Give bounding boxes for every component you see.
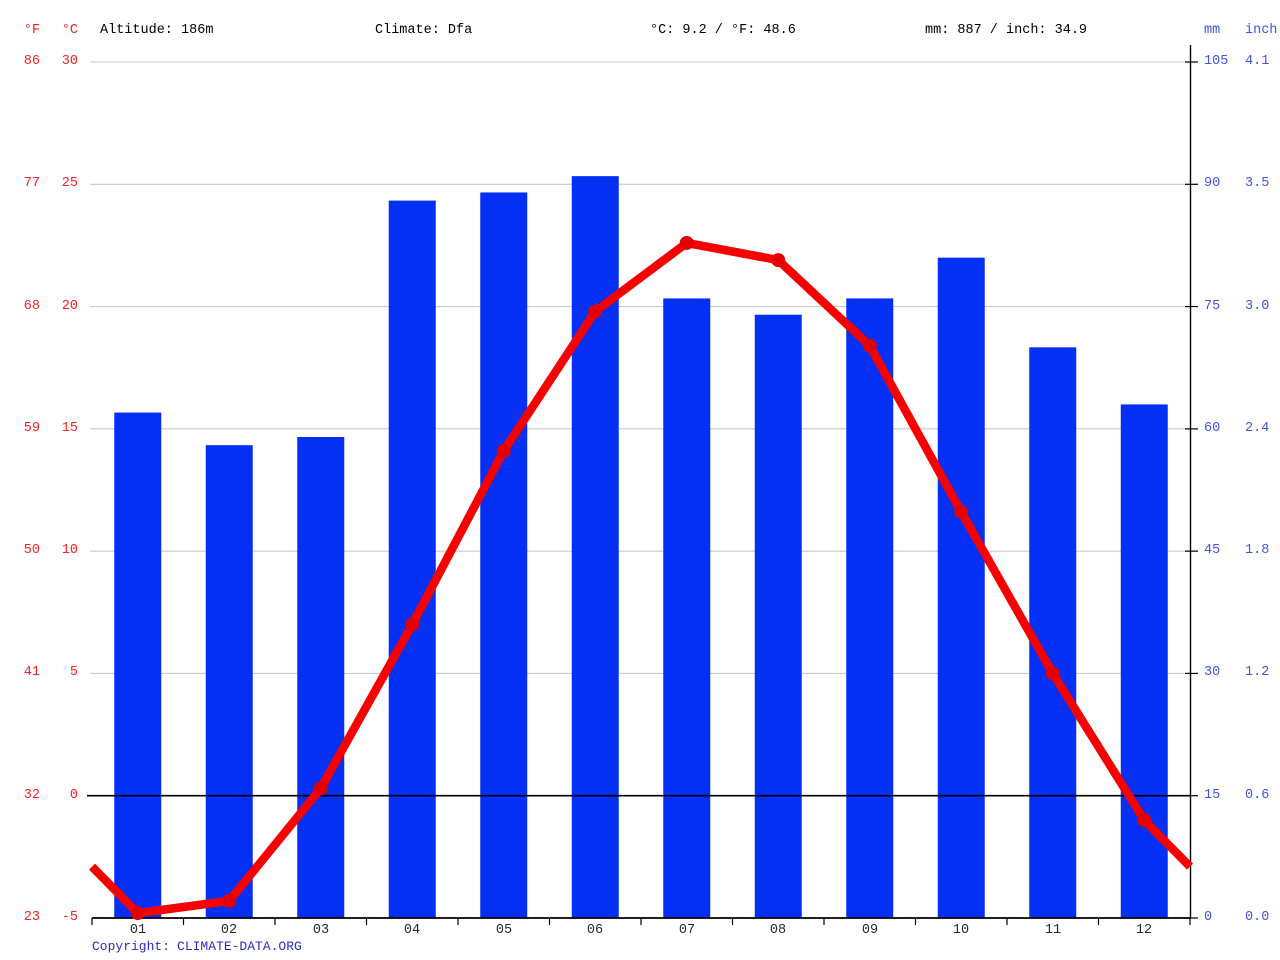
temperature-line (88, 238, 1194, 918)
month-label: 03 (312, 923, 330, 938)
temperature-point (405, 617, 420, 632)
mm-tick: 60 (1204, 421, 1221, 436)
month-label: 02 (220, 923, 238, 938)
month-label: 11 (1044, 923, 1062, 938)
mm-tick: 105 (1204, 54, 1229, 69)
fahrenheit-tick: 41 (23, 665, 40, 680)
fahrenheit-tick: 77 (23, 176, 40, 191)
month-label: 09 (861, 923, 879, 938)
inch-tick: 1.8 (1245, 543, 1270, 558)
mm-tick: 45 (1204, 543, 1221, 558)
precipitation-summary-label: mm: 887 / inch: 34.9 (925, 23, 1088, 38)
mm-tick: 90 (1204, 176, 1221, 191)
copyright: Copyright: CLIMATE-DATA.ORG (92, 938, 302, 956)
fahrenheit-tick: 32 (23, 788, 40, 803)
mm-tick: 30 (1204, 665, 1221, 680)
celsius-tick: 20 (61, 299, 78, 314)
mm-tick: 15 (1204, 788, 1221, 803)
temperature-point (1137, 813, 1152, 828)
temperature-point (862, 338, 877, 353)
month-label: 10 (952, 923, 970, 938)
altitude-label: Altitude: 186m (100, 23, 214, 38)
temperature-point (222, 893, 237, 908)
precipitation-bar (480, 192, 528, 918)
month-label: 07 (678, 923, 696, 938)
inch-tick: 0.0 (1245, 910, 1270, 925)
temperature-point (496, 443, 511, 458)
precipitation-bar (114, 412, 162, 918)
celsius-tick: 15 (61, 421, 78, 436)
month-label: 06 (586, 923, 604, 938)
precipitation-bar (754, 314, 802, 918)
fahrenheit-axis-unit: °F (23, 23, 40, 38)
temperature-point (771, 253, 786, 268)
precipitation-bar (663, 298, 711, 918)
temperature-summary-label: °C: 9.2 / °F: 48.6 (650, 23, 796, 38)
temperature-point (588, 304, 603, 319)
month-label: 01 (129, 923, 147, 938)
precipitation-bar (297, 437, 345, 918)
fahrenheit-tick: 68 (23, 299, 40, 314)
inch-tick: 0.6 (1245, 788, 1270, 803)
temperature-point (679, 235, 694, 250)
month-label: 08 (769, 923, 787, 938)
precipitation-bar (1029, 347, 1077, 918)
month-label: 04 (403, 923, 421, 938)
celsius-tick: 0 (69, 788, 78, 803)
celsius-tick: -5 (61, 910, 78, 925)
celsius-tick: 10 (61, 543, 78, 558)
celsius-tick: 30 (61, 54, 78, 69)
precipitation-bar (937, 257, 985, 919)
fahrenheit-tick: 86 (23, 54, 40, 69)
celsius-axis-unit: °C (61, 23, 78, 38)
precipitation-bar (571, 176, 619, 919)
inch-tick: 1.2 (1245, 665, 1270, 680)
temperature-point (954, 505, 969, 520)
celsius-tick: 25 (61, 176, 78, 191)
inch-tick: 4.1 (1245, 54, 1270, 69)
mm-axis-unit: mm (1204, 23, 1221, 38)
precipitation-bar (388, 200, 436, 919)
temperature-point (130, 906, 145, 921)
inch-axis-unit: inch (1245, 23, 1278, 38)
copyright-label: Copyright: (92, 939, 171, 954)
precipitation-bar (205, 445, 253, 918)
month-label: 12 (1135, 923, 1153, 938)
copyright-link[interactable]: CLIMATE-DATA.ORG (177, 939, 302, 954)
fahrenheit-tick: 23 (23, 910, 40, 925)
temperature-point (1045, 666, 1060, 681)
fahrenheit-tick: 59 (23, 421, 40, 436)
inch-tick: 2.4 (1245, 421, 1270, 436)
inch-tick: 3.5 (1245, 176, 1270, 191)
precipitation-bar (846, 298, 894, 918)
celsius-tick: 5 (69, 665, 78, 680)
temperature-point (313, 781, 328, 796)
mm-tick: 0 (1204, 910, 1213, 925)
inch-tick: 3.0 (1245, 299, 1270, 314)
month-label: 05 (495, 923, 513, 938)
climate-class-label: Climate: Dfa (375, 23, 473, 38)
fahrenheit-tick: 50 (23, 543, 40, 558)
mm-tick: 75 (1204, 299, 1221, 314)
